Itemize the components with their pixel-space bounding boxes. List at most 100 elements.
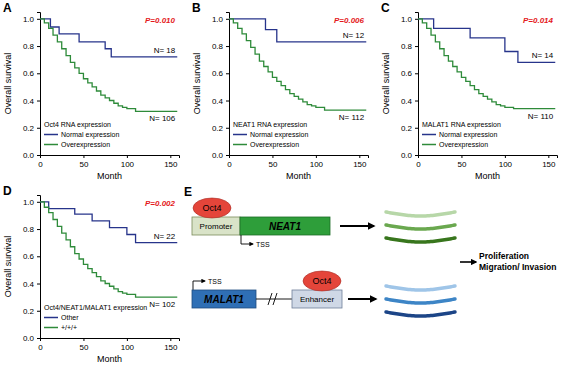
tick-label: 150: [353, 160, 367, 169]
tick-label: 0.8: [23, 42, 35, 51]
y-axis: 0.00.20.40.60.81.0: [212, 13, 230, 161]
diagram-label: TSS: [208, 278, 222, 285]
plot-area: 0501001500.00.20.40.60.81.0Oct4 RNA expr…: [23, 13, 180, 169]
legend-entry: Overexpression: [250, 141, 299, 149]
plot-area: 0501001500.00.20.40.60.81.0Oct4/NEAT1/MA…: [23, 196, 180, 352]
tick-mark: [415, 73, 418, 74]
y-axis: 0.00.20.40.60.81.0: [401, 13, 419, 161]
annotation: P=0.014: [523, 16, 554, 25]
tick-mark: [548, 155, 549, 158]
rna-transcript: [386, 299, 455, 303]
tick-mark: [127, 338, 128, 341]
tick: 150: [542, 155, 556, 169]
tick-label: 0.6: [23, 69, 35, 78]
legend-entry: Normal expression: [250, 131, 308, 139]
panel: D0501001500.00.20.40.60.81.0Oct4/NEAT1/M…: [3, 184, 180, 364]
tick: 0.6: [212, 69, 229, 78]
annotation: N= 112: [339, 113, 365, 122]
annotation: N= 22: [154, 232, 176, 241]
tick-mark: [37, 284, 40, 285]
tss-arrow: [241, 235, 253, 244]
tick-mark: [226, 46, 229, 47]
tick-label: 0: [38, 160, 43, 169]
tick-mark: [226, 128, 229, 129]
diagram-label: Oct4: [202, 203, 221, 213]
rna-transcript: [386, 238, 455, 242]
tick: 0: [38, 338, 43, 352]
x-axis: 0 50 100 150: [38, 155, 179, 169]
legend-entry: Normal expression: [61, 131, 119, 139]
tick: 0.0: [401, 151, 418, 160]
tick-label: 50: [79, 343, 88, 352]
tick-mark: [127, 155, 128, 158]
break-mark: [273, 293, 277, 305]
tick-label: 0.2: [401, 124, 413, 133]
tick: 0.4: [23, 97, 40, 106]
tick: 0.2: [23, 124, 40, 133]
plot-area: 0501001500.00.20.40.60.81.0NEAT1 RNA exp…: [212, 13, 369, 169]
x-axis-title: Month: [286, 171, 311, 181]
annotation: P=0.006: [334, 16, 365, 25]
diagram-label: TSS: [256, 241, 270, 248]
tick: 0: [227, 155, 232, 169]
process-arrow: [340, 225, 374, 227]
y-axis-title: Overall survival: [381, 53, 391, 115]
tick: 0.0: [23, 151, 40, 160]
tick-mark: [37, 46, 40, 47]
x-axis-title: Month: [97, 171, 122, 181]
legend: NEAT1 RNA expressionNormal expressionOve…: [233, 121, 308, 149]
tick: 0.2: [212, 124, 229, 133]
tick: 0.4: [401, 97, 418, 106]
tick-label: 0.0: [23, 334, 35, 343]
tick-label: 0.0: [401, 151, 413, 160]
tick-label: 150: [164, 343, 178, 352]
tick-mark: [37, 101, 40, 102]
legend-entry: Overexpression: [61, 141, 110, 149]
transcription-factor: [193, 198, 231, 218]
annotation: P=0.010: [145, 16, 176, 25]
tick-mark: [37, 256, 40, 257]
tick-label: 1.0: [23, 15, 35, 24]
x-axis-title: Month: [97, 354, 122, 364]
tick-label: 0: [416, 160, 421, 169]
axis-line: [226, 13, 230, 156]
panel-label: A: [3, 1, 12, 15]
tick: 50: [457, 155, 466, 169]
transcription-factor: [303, 271, 341, 291]
legend-swatch: [422, 134, 436, 136]
legend-entry: Overexpression: [439, 141, 488, 149]
tick-mark: [415, 155, 418, 156]
annotation: N= 18: [154, 46, 176, 55]
panel: B0501001500.00.20.40.60.81.0NEAT1 RNA ex…: [192, 1, 369, 181]
tick-mark: [37, 155, 40, 156]
tick-mark: [461, 155, 462, 158]
tick-label: 1.0: [212, 15, 224, 24]
tick: 50: [79, 155, 88, 169]
panel: C0501001500.00.20.40.60.81.0MALAT1 RNA e…: [381, 1, 558, 181]
panel-label: C: [381, 1, 390, 15]
tick: 1.0: [212, 15, 229, 24]
survival-curve: [229, 19, 366, 110]
tick-mark: [37, 229, 40, 230]
tick-label: 0.4: [23, 280, 35, 289]
tick: 100: [121, 155, 135, 169]
legend: Oct4/NEAT1/MALAT1 expressionOther+/+/+: [44, 304, 147, 331]
process-arrow: [348, 298, 376, 300]
tick: 100: [121, 338, 135, 352]
tick-label: 0.2: [212, 124, 224, 133]
legend-swatch: [233, 134, 247, 136]
tick-label: 150: [164, 160, 178, 169]
y-axis: 0.00.20.40.60.81.0: [23, 196, 41, 344]
x-axis: 050100150: [227, 155, 368, 169]
legend-swatch: [44, 317, 58, 319]
diagram-label: MALAT1: [204, 294, 244, 305]
tick: 100: [499, 155, 513, 169]
tick-mark: [316, 155, 317, 158]
diagram: EPromoterNEAT1Oct4TSSTSSMALAT1EnhancerOc…: [184, 185, 556, 316]
tick-mark: [37, 128, 40, 129]
legend-swatch: [44, 327, 58, 329]
tick-label: 0.8: [212, 42, 224, 51]
tick-label: 0.2: [23, 307, 35, 316]
tick-label: 150: [542, 160, 556, 169]
tick-mark: [83, 338, 84, 341]
